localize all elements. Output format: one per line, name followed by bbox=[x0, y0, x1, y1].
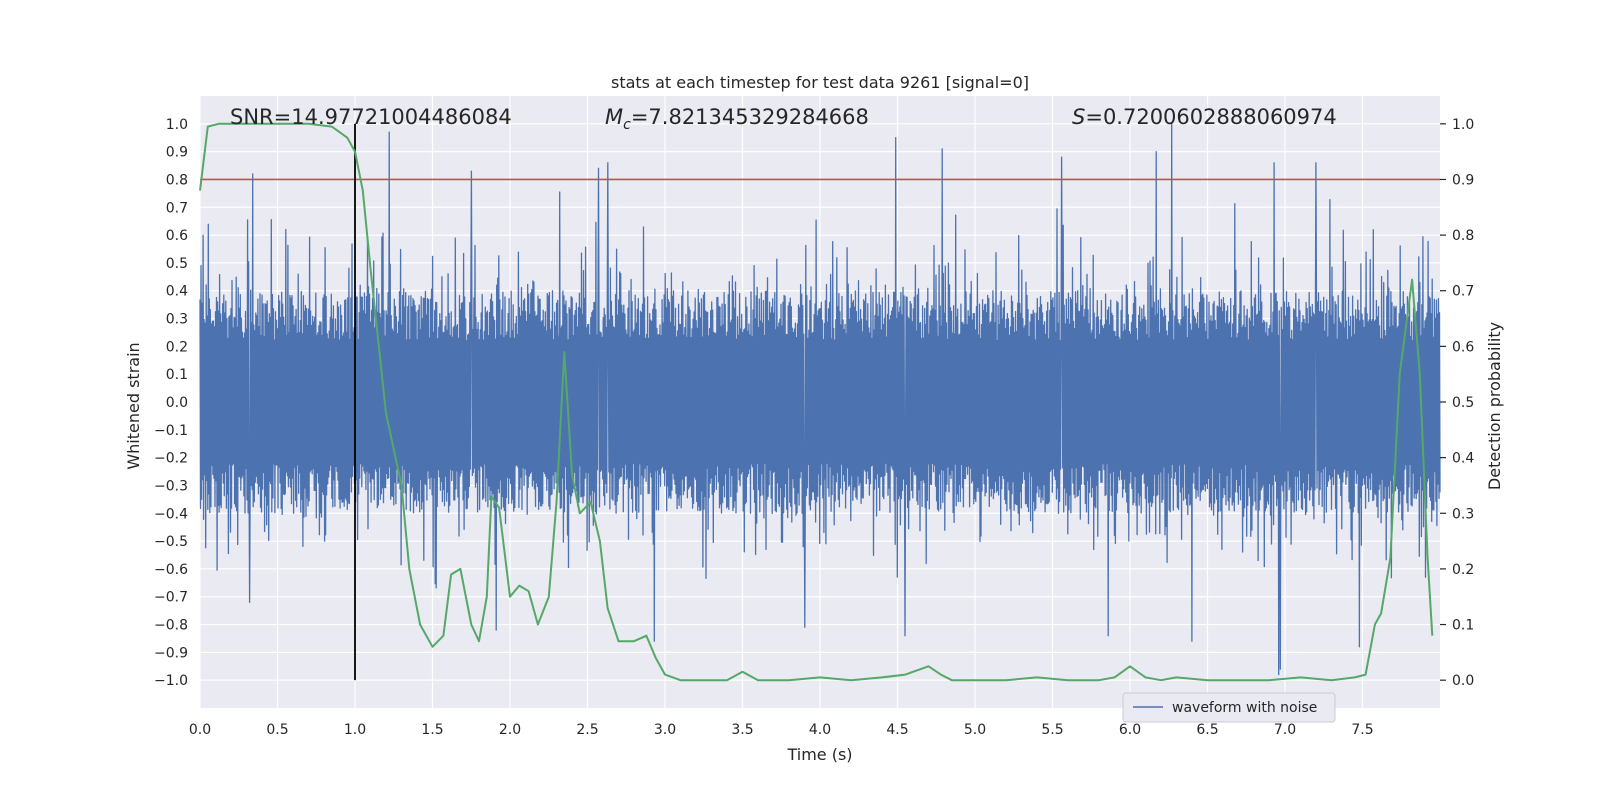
right-y-tick-label: 0.3 bbox=[1452, 506, 1474, 522]
waveform-series bbox=[199, 123, 1441, 676]
x-tick-label: 0.0 bbox=[189, 722, 211, 738]
right-y-tick-label: 0.8 bbox=[1452, 228, 1474, 244]
chirp-mass-annotation: Mc=7.821345329284668 bbox=[605, 105, 869, 133]
x-tick-label: 4.0 bbox=[809, 722, 831, 738]
left-y-tick-label: 0.4 bbox=[166, 284, 188, 300]
left-y-axis-ticks: 1.0 0.9 0.8 0.7 0.6 0.5 0.4 0.3 0.2 0.1 0.0 −0.1 −0.… bbox=[154, 117, 188, 689]
x-tick-label: 3.0 bbox=[654, 722, 676, 738]
right-y-tick-label: 0.4 bbox=[1452, 451, 1474, 467]
left-y-tick-label: −0.4 bbox=[154, 506, 188, 522]
left-y-tick-label: −0.1 bbox=[154, 423, 188, 439]
legend: waveform with noise bbox=[1122, 692, 1336, 723]
right-y-tick-label: 0.2 bbox=[1452, 562, 1474, 578]
right-y-tick-label: 0.7 bbox=[1452, 284, 1474, 300]
right-y-tick-label: 0.5 bbox=[1452, 395, 1474, 411]
left-y-tick-label: 0.9 bbox=[166, 145, 188, 161]
legend-box bbox=[1122, 692, 1336, 723]
x-tick-label: 5.5 bbox=[1041, 722, 1063, 738]
reference-lines bbox=[200, 123, 1440, 681]
x-tick-label: 2.0 bbox=[499, 722, 521, 738]
s-annotation: S=0.7200602888060974 bbox=[1072, 105, 1337, 129]
left-y-tick-label: 0.1 bbox=[166, 367, 188, 383]
right-y-tick-label: 0.1 bbox=[1452, 618, 1474, 634]
x-tick-label: 1.0 bbox=[344, 722, 366, 738]
x-tick-label: 6.0 bbox=[1119, 722, 1141, 738]
x-tick-label: 3.5 bbox=[731, 722, 753, 738]
x-tick-label: 1.5 bbox=[421, 722, 443, 738]
left-y-tick-label: −0.3 bbox=[154, 478, 188, 494]
left-y-tick-label: 0.2 bbox=[166, 339, 188, 355]
detection-probability-series bbox=[199, 122, 1434, 682]
chart-title: stats at each timestep for test data 926… bbox=[611, 73, 1029, 92]
left-y-tick-label: 0.3 bbox=[166, 312, 188, 328]
right-y-axis-label: Detection probability bbox=[1485, 322, 1504, 490]
snr-annotation: SNR=14.97721004486084 bbox=[230, 105, 512, 129]
right-y-tick-label: 0.6 bbox=[1452, 339, 1474, 355]
x-axis-ticks: 0.0 0.5 1.0 1.5 2.0 2.5 3.0 3.5 4.0 4.5 5.0 5.5 6.0 6… bbox=[189, 722, 1374, 738]
left-y-tick-label: −0.2 bbox=[154, 451, 188, 467]
left-y-tick-label: 0.6 bbox=[166, 228, 188, 244]
x-tick-label: 4.5 bbox=[886, 722, 908, 738]
x-axis-label: Time (s) bbox=[786, 745, 852, 764]
left-y-tick-label: 0.7 bbox=[166, 200, 188, 216]
x-tick-label: 2.5 bbox=[576, 722, 598, 738]
waveform-line bbox=[199, 123, 1441, 676]
right-y-tick-label: 0.0 bbox=[1452, 673, 1474, 689]
chirp-mass-symbol: M bbox=[605, 105, 623, 129]
s-symbol: S bbox=[1072, 105, 1085, 129]
left-y-tick-label: −0.6 bbox=[154, 562, 188, 578]
left-y-tick-label: 0.0 bbox=[166, 395, 188, 411]
chirp-mass-value: =7.821345329284668 bbox=[631, 105, 869, 129]
left-y-tick-label: 1.0 bbox=[166, 117, 188, 133]
left-y-tick-label: −0.5 bbox=[154, 534, 188, 550]
s-value: =0.7200602888060974 bbox=[1085, 105, 1336, 129]
right-y-tick-label: 1.0 bbox=[1452, 117, 1474, 133]
left-y-tick-label: −1.0 bbox=[154, 673, 188, 689]
legend-label-waveform: waveform with noise bbox=[1172, 700, 1317, 716]
left-y-tick-label: 0.5 bbox=[166, 256, 188, 272]
x-tick-label: 6.5 bbox=[1196, 722, 1218, 738]
chirp-mass-subscript: c bbox=[623, 117, 631, 133]
right-y-tick-label: 0.9 bbox=[1452, 172, 1474, 188]
left-y-axis-label: Whitened strain bbox=[124, 342, 143, 469]
left-y-tick-label: −0.7 bbox=[154, 590, 188, 606]
left-y-tick-label: 0.8 bbox=[166, 172, 188, 188]
left-y-tick-label: −0.9 bbox=[154, 645, 188, 661]
x-tick-label: 0.5 bbox=[266, 722, 288, 738]
x-tick-label: 5.0 bbox=[964, 722, 986, 738]
detection-probability-line bbox=[199, 122, 1434, 682]
right-y-axis-ticks: 1.0 0.9 0.8 0.7 0.6 0.5 0.4 0.3 0.2 0.1 0.0 bbox=[1440, 117, 1474, 689]
x-tick-label: 7.5 bbox=[1351, 722, 1373, 738]
left-y-tick-label: −0.8 bbox=[154, 618, 188, 634]
x-tick-label: 7.0 bbox=[1274, 722, 1296, 738]
